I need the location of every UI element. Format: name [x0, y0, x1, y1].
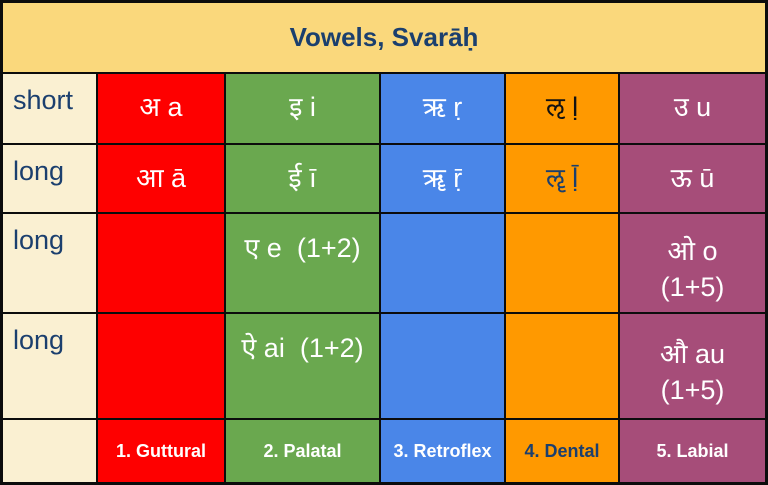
cell-short-dental: ऌ ḷ — [506, 74, 618, 143]
cell-long3-labial: औ au (1+5) — [620, 314, 765, 418]
footer-empty-label — [3, 420, 96, 482]
cell-long2-retroflex — [381, 214, 504, 312]
cell-long3-palatal: ऐ ai (1+2) — [226, 314, 379, 418]
cell-long2-labial: ओ o (1+5) — [620, 214, 765, 312]
cell-long2-labial-line2: (1+5) — [660, 271, 725, 302]
cell-long1-retroflex: ॠ ṝ — [381, 145, 504, 212]
cell-long2-palatal: ए e (1+2) — [226, 214, 379, 312]
row-label-short: short — [3, 74, 96, 143]
cell-long1-palatal: ई ī — [226, 145, 379, 212]
cell-short-palatal: इ i — [226, 74, 379, 143]
footer-label-dental: 4. Dental — [506, 420, 618, 482]
cell-short-labial: उ u — [620, 74, 765, 143]
cell-long3-labial-line1: औ au — [659, 338, 726, 369]
cell-short-guttural: अ a — [98, 74, 224, 143]
cell-long3-labial-line2: (1+5) — [660, 374, 725, 405]
row-label-long-2: long — [3, 214, 96, 312]
footer-label-guttural: 1. Guttural — [98, 420, 224, 482]
footer-label-retroflex: 3. Retroflex — [381, 420, 504, 482]
cell-long1-labial: ऊ ū — [620, 145, 765, 212]
cell-long2-dental — [506, 214, 618, 312]
table-title: Vowels, Svarāḥ — [3, 3, 765, 72]
footer-label-labial: 5. Labial — [620, 420, 765, 482]
cell-long3-dental — [506, 314, 618, 418]
row-label-long-1: long — [3, 145, 96, 212]
footer-label-palatal: 2. Palatal — [226, 420, 379, 482]
cell-long3-guttural — [98, 314, 224, 418]
cell-short-retroflex: ऋ ṛ — [381, 74, 504, 143]
cell-long2-labial-line1: ओ o — [667, 235, 718, 266]
cell-long1-guttural: आ ā — [98, 145, 224, 212]
row-label-long-3: long — [3, 314, 96, 418]
cell-long2-guttural — [98, 214, 224, 312]
cell-long1-dental: ॡ ḹ — [506, 145, 618, 212]
cell-long3-retroflex — [381, 314, 504, 418]
